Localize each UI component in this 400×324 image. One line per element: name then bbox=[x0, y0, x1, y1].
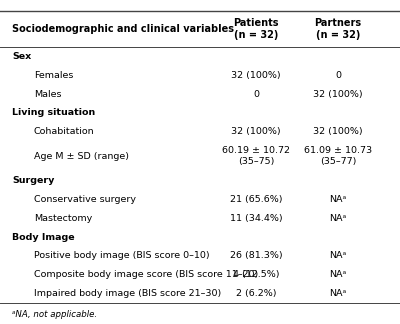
Text: Sex: Sex bbox=[12, 52, 31, 61]
Text: Conservative surgery: Conservative surgery bbox=[34, 195, 136, 204]
Text: 61.09 ± 10.73
(35–77): 61.09 ± 10.73 (35–77) bbox=[304, 146, 372, 166]
Text: Body Image: Body Image bbox=[12, 233, 75, 242]
Text: Impaired body image (BIS score 21–30): Impaired body image (BIS score 21–30) bbox=[34, 289, 221, 298]
Text: NAᵃ: NAᵃ bbox=[329, 289, 347, 298]
Text: Partners
(n = 32): Partners (n = 32) bbox=[314, 18, 362, 40]
Text: 11 (34.4%): 11 (34.4%) bbox=[230, 214, 282, 223]
Text: Sociodemographic and clinical variables: Sociodemographic and clinical variables bbox=[12, 24, 234, 34]
Text: Mastectomy: Mastectomy bbox=[34, 214, 92, 223]
Text: 32 (100%): 32 (100%) bbox=[313, 127, 363, 136]
Text: 60.19 ± 10.72
(35–75): 60.19 ± 10.72 (35–75) bbox=[222, 146, 290, 166]
Text: 32 (100%): 32 (100%) bbox=[313, 89, 363, 98]
Text: 0: 0 bbox=[335, 71, 341, 80]
Text: Living situation: Living situation bbox=[12, 108, 95, 117]
Text: Composite body image score (BIS score 11–20): Composite body image score (BIS score 11… bbox=[34, 270, 258, 279]
Text: 21 (65.6%): 21 (65.6%) bbox=[230, 195, 282, 204]
Text: 0: 0 bbox=[253, 89, 259, 98]
Text: 2 (6.2%): 2 (6.2%) bbox=[236, 289, 276, 298]
Text: NAᵃ: NAᵃ bbox=[329, 214, 347, 223]
Text: ᵃNA, not applicable.: ᵃNA, not applicable. bbox=[12, 310, 97, 319]
Text: Surgery: Surgery bbox=[12, 176, 54, 185]
Text: Females: Females bbox=[34, 71, 73, 80]
Text: Positive body image (BIS score 0–10): Positive body image (BIS score 0–10) bbox=[34, 251, 210, 260]
Text: NAᵃ: NAᵃ bbox=[329, 270, 347, 279]
Text: Patients
(n = 32): Patients (n = 32) bbox=[233, 18, 279, 40]
Text: 26 (81.3%): 26 (81.3%) bbox=[230, 251, 282, 260]
Text: Cohabitation: Cohabitation bbox=[34, 127, 95, 136]
Text: NAᵃ: NAᵃ bbox=[329, 195, 347, 204]
Text: Males: Males bbox=[34, 89, 62, 98]
Text: Age M ± SD (range): Age M ± SD (range) bbox=[34, 152, 129, 161]
Text: 32 (100%): 32 (100%) bbox=[231, 71, 281, 80]
Text: 32 (100%): 32 (100%) bbox=[231, 127, 281, 136]
Text: NAᵃ: NAᵃ bbox=[329, 251, 347, 260]
Text: 4 (12.5%): 4 (12.5%) bbox=[233, 270, 279, 279]
